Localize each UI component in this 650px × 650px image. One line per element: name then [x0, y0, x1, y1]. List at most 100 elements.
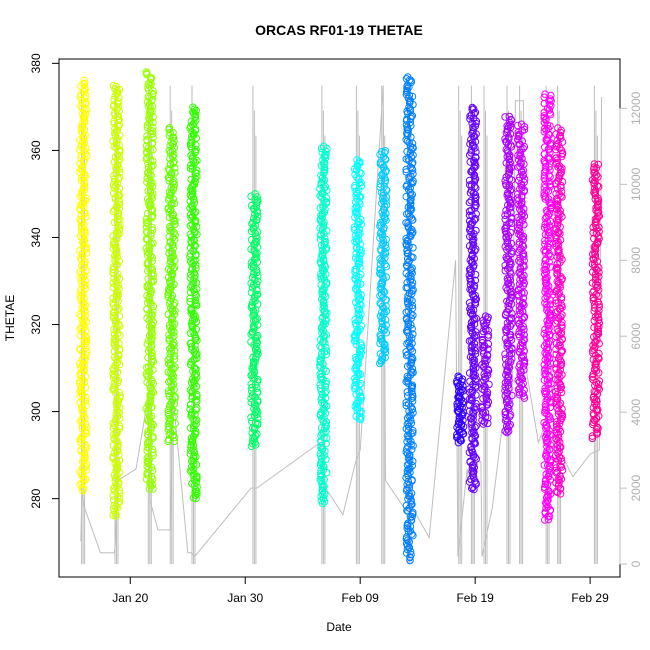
data-point — [250, 294, 259, 302]
data-point — [592, 203, 600, 212]
data-point — [514, 132, 523, 141]
data-point — [558, 164, 566, 173]
data-point — [353, 286, 362, 295]
data-point — [554, 371, 562, 379]
data-point — [166, 324, 174, 332]
data-point — [381, 260, 389, 269]
x-tick-label: Feb 09 — [342, 591, 380, 605]
data-point — [555, 453, 564, 462]
data-point — [378, 302, 387, 311]
data-point — [589, 296, 598, 305]
data-point — [170, 352, 179, 360]
data-point — [378, 314, 386, 323]
data-point — [482, 395, 491, 404]
data-point — [543, 392, 552, 401]
data-point — [406, 204, 415, 213]
data-point — [404, 392, 412, 400]
data-point — [322, 455, 330, 464]
data-point — [543, 429, 552, 437]
data-point — [542, 405, 550, 413]
data-point — [406, 492, 415, 501]
data-point — [465, 176, 474, 185]
data-point — [351, 402, 360, 411]
data-point — [514, 200, 523, 209]
data-point — [145, 367, 153, 376]
data-point — [547, 97, 555, 105]
series-rf08 — [350, 156, 366, 424]
data-point — [77, 211, 85, 220]
data-point — [82, 105, 91, 114]
data-point — [403, 536, 412, 545]
data-point — [142, 223, 151, 231]
data-point — [514, 248, 523, 257]
data-point — [546, 172, 554, 181]
data-point — [318, 499, 327, 508]
data-point — [517, 145, 525, 153]
data-point — [479, 319, 488, 327]
data-point — [351, 382, 359, 390]
data-point — [115, 200, 123, 209]
data-point — [376, 312, 385, 321]
data-point — [318, 479, 326, 488]
data-point — [82, 249, 91, 257]
data-point — [514, 135, 522, 144]
data-point — [593, 430, 601, 438]
data-point — [556, 416, 565, 425]
data-point — [540, 361, 549, 369]
data-point — [551, 154, 560, 163]
data-point — [468, 252, 476, 261]
data-point — [322, 439, 330, 448]
data-point — [247, 259, 256, 267]
data-point — [377, 280, 385, 288]
data-point — [519, 205, 528, 213]
data-point — [403, 542, 412, 550]
data-point — [503, 323, 512, 332]
data-point — [317, 376, 325, 384]
series-rf02 — [109, 81, 124, 520]
data-point — [591, 177, 599, 185]
data-point — [546, 464, 555, 472]
data-point — [540, 114, 549, 122]
data-point — [357, 249, 365, 258]
data-point — [115, 403, 124, 412]
data-point — [479, 347, 487, 355]
data-point — [515, 292, 523, 300]
data-point — [520, 331, 529, 339]
data-point — [465, 207, 474, 216]
data-point — [192, 494, 200, 503]
data-point — [469, 367, 478, 376]
data-point — [249, 360, 258, 368]
data-point — [405, 538, 414, 546]
data-point — [594, 369, 603, 377]
data-point — [469, 416, 477, 424]
data-point — [506, 331, 515, 339]
data-point — [591, 263, 599, 272]
data-point — [552, 180, 560, 188]
data-point — [80, 353, 88, 362]
data-point — [247, 279, 255, 288]
data-point — [542, 268, 551, 276]
data-point — [354, 231, 363, 239]
data-point — [193, 172, 201, 181]
data-point — [165, 418, 174, 426]
data-point — [357, 348, 366, 357]
data-point — [542, 504, 550, 512]
data-point — [248, 273, 257, 282]
data-point — [164, 437, 172, 446]
series-rf18 — [588, 160, 604, 443]
data-point — [354, 306, 363, 314]
data-point — [409, 441, 417, 450]
data-point — [352, 355, 361, 364]
data-point — [168, 395, 177, 404]
data-point — [504, 427, 513, 436]
data-point — [147, 343, 155, 352]
data-point — [148, 102, 157, 111]
data-point — [501, 416, 510, 425]
data-point — [454, 438, 463, 447]
data-point — [76, 268, 84, 276]
data-point — [556, 490, 565, 498]
data-point — [191, 365, 200, 374]
data-point — [408, 394, 416, 403]
data-point — [322, 270, 330, 279]
data-point — [322, 379, 330, 388]
